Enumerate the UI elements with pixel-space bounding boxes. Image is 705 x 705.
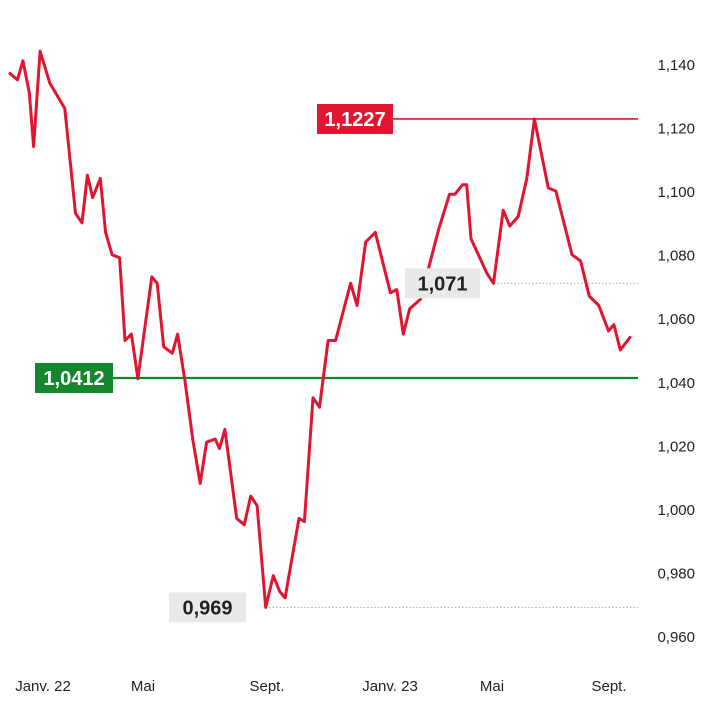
x-tick-label: Mai xyxy=(131,678,155,695)
x-tick-label: Sept. xyxy=(591,678,626,695)
high-label: 1,1227 xyxy=(317,103,393,134)
reference-label-text: 1,0412 xyxy=(43,368,104,390)
high-label-text: 1,1227 xyxy=(324,109,385,131)
high-label-box xyxy=(317,103,393,134)
y-tick-label: 1,080 xyxy=(657,248,695,265)
series-line xyxy=(8,49,632,609)
y-axis-ticks: 1,140 1,120 1,100 1,080 1,060 1,040 1,020 1,000… xyxy=(657,57,695,646)
value-labels: 1,1227 1,0412 1,071 0,969 xyxy=(35,103,480,623)
mid-label: 1,071 xyxy=(405,268,480,299)
low-label-box xyxy=(169,592,246,623)
y-tick-label: 1,140 xyxy=(657,57,695,74)
y-tick-label: 1,060 xyxy=(657,311,695,328)
y-tick-label: 0,960 xyxy=(657,629,695,646)
y-tick-label: 1,040 xyxy=(657,375,695,392)
x-tick-label: Janv. 22 xyxy=(15,678,71,695)
low-label-text: 0,969 xyxy=(182,597,232,619)
x-tick-label: Sept. xyxy=(249,678,284,695)
x-tick-label: Mai xyxy=(480,678,504,695)
reference-guides xyxy=(112,118,638,608)
reference-label: 1,0412 xyxy=(35,362,113,393)
low-label: 0,969 xyxy=(169,592,246,623)
y-tick-label: 1,120 xyxy=(657,121,695,138)
y-tick-label: 0,980 xyxy=(657,565,695,582)
y-tick-label: 1,000 xyxy=(657,502,695,519)
mid-label-text: 1,071 xyxy=(417,273,467,295)
reference-label-box xyxy=(35,362,113,393)
x-axis-ticks: Janv. 22 Mai Sept. Janv. 23 Mai Sept. xyxy=(15,678,626,695)
y-tick-label: 1,020 xyxy=(657,438,695,455)
x-tick-label: Janv. 23 xyxy=(362,678,418,695)
mid-label-box xyxy=(405,268,480,299)
y-tick-label: 1,100 xyxy=(657,184,695,201)
